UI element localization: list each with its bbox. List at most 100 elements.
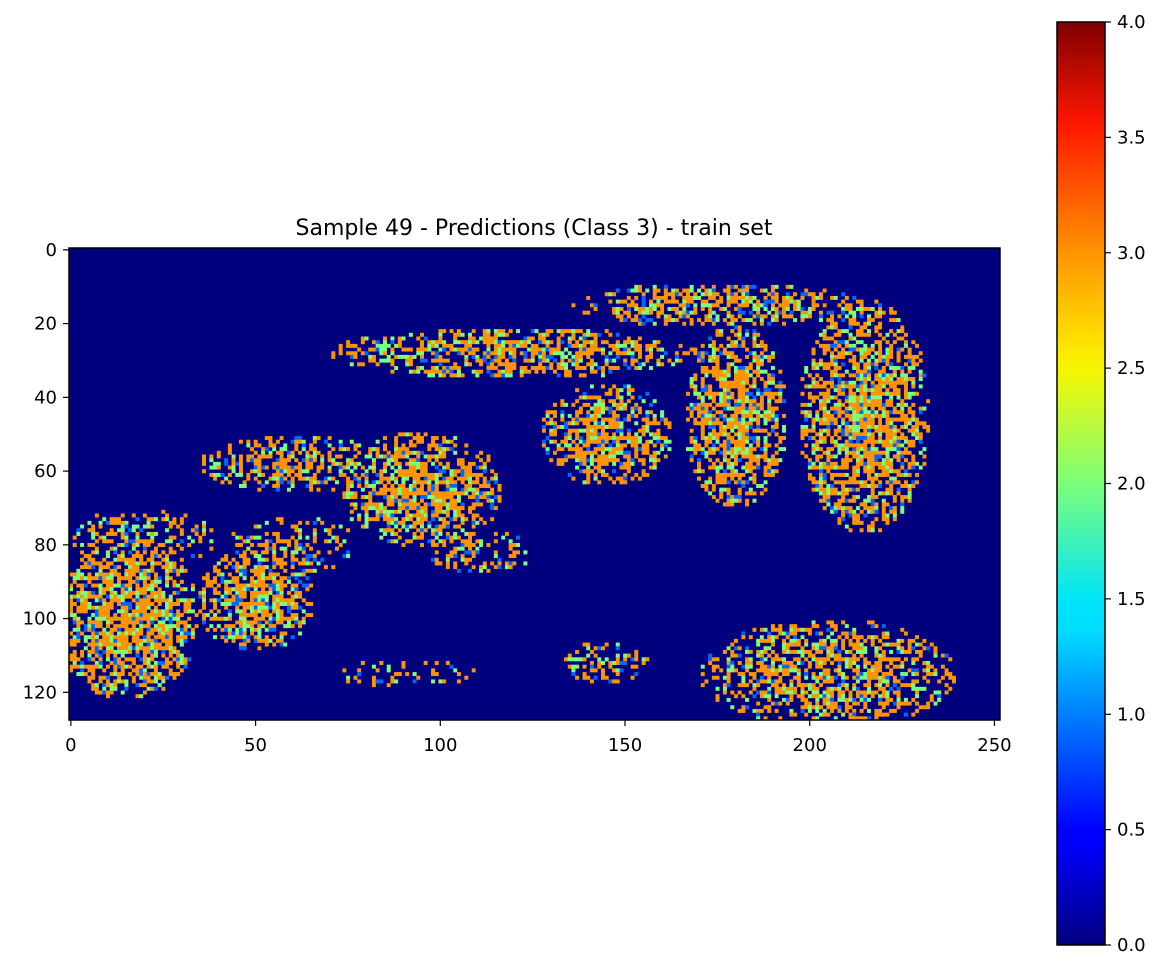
- heatmap-cell-run: [663, 292, 676, 297]
- heatmap-cell-run: [72, 649, 77, 654]
- heatmap-cell-run: [889, 686, 894, 691]
- heatmap-cell-run: [689, 439, 694, 444]
- heatmap-cell-run: [102, 590, 107, 595]
- heatmap-cell-run: [619, 461, 624, 466]
- heatmap-cell-run: [867, 318, 875, 323]
- heatmap-cell-run: [719, 295, 724, 300]
- heatmap-cell-run: [453, 513, 458, 518]
- y-tick-label: 120: [23, 682, 57, 703]
- heatmap-cell-run: [371, 487, 376, 492]
- heatmap-cell-run: [383, 351, 388, 356]
- heatmap-cell-run: [349, 362, 354, 367]
- heatmap-cell-run: [419, 543, 424, 547]
- heatmap-cell-run: [726, 450, 731, 455]
- heatmap-cell-run: [357, 476, 362, 481]
- heatmap-cell-run: [737, 646, 742, 651]
- heatmap-cell-run: [272, 598, 277, 603]
- heatmap-cell-run: [527, 340, 532, 345]
- heatmap-cell-run: [678, 314, 683, 319]
- heatmap-cell-run: [117, 565, 122, 570]
- heatmap-cell-run: [674, 310, 679, 315]
- heatmap-cell-run: [719, 428, 727, 433]
- heatmap-cell-run: [892, 690, 901, 695]
- heatmap-cell-run: [468, 535, 472, 540]
- heatmap-cell-run: [748, 373, 753, 378]
- heatmap-cell-run: [135, 683, 140, 688]
- heatmap-cell-run: [323, 439, 328, 444]
- heatmap-cell-run: [316, 550, 321, 555]
- heatmap-cell-run: [796, 299, 801, 304]
- heatmap-cell-run: [726, 498, 731, 503]
- heatmap-cell-run: [312, 436, 317, 441]
- heatmap-cell-run: [541, 347, 546, 352]
- heatmap-cell-run: [863, 343, 868, 348]
- heatmap-cell-run: [567, 432, 572, 437]
- heatmap-cell-run: [822, 347, 831, 352]
- heatmap-cell-run: [320, 557, 325, 562]
- heatmap-cell-run: [235, 472, 243, 477]
- heatmap-cell-run: [98, 638, 110, 643]
- heatmap-cell-run: [364, 472, 369, 477]
- heatmap-cell-run: [486, 454, 491, 459]
- heatmap-cell-run: [449, 472, 454, 477]
- heatmap-cell-run: [734, 377, 750, 382]
- heatmap-cell-run: [589, 436, 598, 441]
- heatmap-cell-run: [246, 635, 251, 640]
- heatmap-cell-run: [120, 543, 125, 547]
- heatmap-cell-run: [545, 421, 550, 426]
- heatmap-cell-run: [881, 513, 886, 518]
- heatmap-cell-run: [593, 410, 602, 415]
- heatmap-cell-run: [586, 354, 591, 359]
- heatmap-cell-run: [759, 627, 764, 632]
- heatmap-cell-run: [549, 421, 554, 426]
- heatmap-cell-run: [468, 568, 472, 573]
- heatmap-cell-run: [87, 602, 92, 606]
- heatmap-cell-run: [202, 594, 206, 599]
- colorbar-tick-label: 2.0: [1117, 474, 1146, 495]
- heatmap-cell-run: [700, 343, 705, 348]
- heatmap-cell-run: [419, 506, 428, 511]
- heatmap-cell-run: [734, 366, 738, 370]
- heatmap-cell-run: [767, 461, 779, 466]
- heatmap-cell-run: [131, 638, 144, 643]
- heatmap-cell-run: [863, 480, 868, 485]
- heatmap-cell-run: [357, 480, 362, 485]
- heatmap-cell-run: [752, 314, 757, 319]
- heatmap-cell-run: [575, 649, 580, 654]
- heatmap-cell-run: [719, 391, 724, 396]
- heatmap-cell-run: [826, 458, 831, 463]
- heatmap-cell-run: [582, 480, 587, 485]
- heatmap-cell-run: [423, 661, 428, 665]
- heatmap-cell-run: [434, 557, 439, 562]
- heatmap-cell-run: [793, 690, 798, 695]
- heatmap-cell-run: [804, 690, 809, 695]
- heatmap-cell-run: [397, 520, 406, 525]
- heatmap-cell-run: [120, 631, 125, 636]
- heatmap-cell-run: [818, 646, 827, 651]
- heatmap-cell-run: [878, 347, 883, 352]
- heatmap-cell-run: [793, 635, 798, 640]
- heatmap-cell-run: [146, 686, 151, 691]
- heatmap-cell-run: [889, 465, 894, 470]
- heatmap-cell-run: [272, 576, 277, 581]
- heatmap-cell-run: [848, 391, 857, 396]
- heatmap-cell-run: [878, 657, 901, 662]
- heatmap-cell-run: [205, 627, 210, 632]
- heatmap-cell-run: [623, 454, 631, 459]
- heatmap-cell-run: [608, 292, 613, 297]
- heatmap-cell-run: [165, 627, 170, 632]
- heatmap-cell-run: [264, 627, 269, 632]
- heatmap-cell-run: [80, 550, 85, 555]
- heatmap-cell-run: [826, 690, 835, 695]
- heatmap-cell-run: [759, 657, 764, 662]
- heatmap-cell-run: [349, 484, 354, 488]
- heatmap-cell-run: [704, 679, 709, 684]
- y-tick-label: 20: [34, 314, 57, 335]
- heatmap-cell-run: [719, 491, 724, 496]
- heatmap-cell-run: [881, 458, 886, 463]
- heatmap-cell-run: [486, 458, 491, 463]
- heatmap-cell-run: [752, 476, 757, 481]
- heatmap-cell-run: [770, 295, 779, 300]
- heatmap-cell-run: [80, 653, 85, 658]
- heatmap-cell-run: [87, 616, 92, 621]
